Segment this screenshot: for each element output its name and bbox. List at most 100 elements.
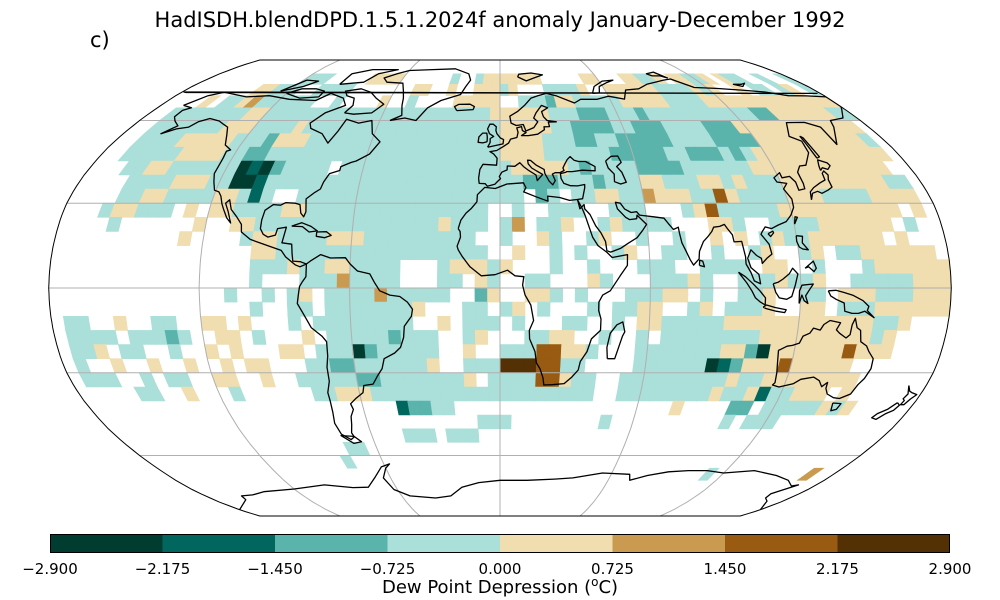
anomaly-cell [512, 301, 526, 317]
anomaly-cell [278, 344, 293, 359]
anomaly-cell [440, 386, 455, 402]
anomaly-cell [144, 386, 166, 402]
colorbar-tick-label: −2.175 [134, 560, 191, 578]
anomaly-cell [662, 287, 676, 303]
anomaly-cell [937, 273, 952, 289]
anomaly-cell [474, 245, 488, 260]
anomaly-cell [745, 330, 761, 345]
anomaly-cell [499, 372, 513, 388]
anomaly-cell [364, 344, 379, 359]
anomaly-cell [836, 400, 859, 416]
anomaly-cell [859, 245, 875, 260]
anomaly-cell [936, 259, 952, 275]
anomaly-cell [489, 107, 501, 121]
anomaly-cell [923, 301, 939, 317]
anomaly-cell [402, 358, 417, 374]
anomaly-cell [337, 316, 352, 331]
anomaly-cell [499, 73, 509, 85]
map-title: HadISDH.blendDPD.1.5.1.2024f anomaly Jan… [154, 8, 846, 32]
anomaly-cell [412, 245, 426, 260]
anomaly-cell [363, 330, 378, 345]
anomaly-cell [386, 273, 401, 289]
anomaly-cell [367, 188, 383, 204]
coastline [291, 222, 318, 233]
coastline [606, 321, 626, 360]
coastline [732, 82, 746, 88]
anomaly-cell [811, 301, 826, 317]
anomaly-cell [287, 316, 302, 331]
anomaly-cell [451, 372, 465, 388]
anomaly-cell [424, 245, 439, 260]
anomaly-cell [426, 358, 441, 374]
anomaly-cell [476, 386, 489, 402]
anomaly-cell [673, 245, 688, 260]
anomaly-cell [536, 330, 550, 345]
anomaly-cell [687, 273, 701, 289]
colorbar-segment [500, 534, 613, 553]
anomaly-cell [443, 146, 457, 162]
anomaly-cell [611, 301, 626, 317]
anomaly-cell [324, 287, 338, 303]
anomaly-cell [487, 372, 501, 388]
anomaly-cell [463, 188, 477, 204]
anomaly-cell [445, 428, 459, 443]
anomaly-cell [707, 217, 722, 232]
anomaly-cell [438, 217, 452, 232]
anomaly-cell [785, 316, 800, 331]
anomaly-cell [290, 344, 306, 359]
anomaly-cell [438, 202, 453, 218]
anomaly-cell [400, 231, 415, 246]
anomaly-cell [393, 174, 408, 190]
anomaly-cell [923, 259, 939, 275]
anomaly-cell [401, 344, 415, 359]
anomaly-cell [499, 414, 512, 430]
anomaly-cell [902, 217, 919, 232]
anomaly-cell [479, 107, 491, 121]
anomaly-cell [661, 259, 676, 275]
anomaly-cell [672, 330, 687, 345]
anomaly-cell [696, 330, 712, 345]
anomaly-cell [176, 231, 193, 246]
anomaly-cell [545, 386, 560, 402]
anomaly-cell [457, 120, 471, 134]
anomaly-cell [418, 160, 433, 176]
anomaly-cell [311, 273, 326, 289]
anomaly-cell [536, 344, 550, 359]
anomaly-cell [488, 414, 501, 430]
anomaly-cell [365, 202, 381, 218]
anomaly-cell [456, 428, 469, 443]
anomaly-cell [374, 259, 389, 275]
anomaly-cell [416, 386, 432, 402]
anomaly-cell [405, 386, 420, 402]
coastline [517, 72, 544, 82]
anomaly-cell [499, 344, 513, 359]
coastline [804, 260, 817, 273]
anomaly-cell [374, 245, 389, 260]
coastline [456, 182, 629, 386]
anomaly-cell [299, 301, 314, 317]
anomaly-cell [574, 316, 588, 331]
coastline [827, 289, 875, 319]
anomaly-cell [377, 202, 393, 218]
anomaly-cell [451, 188, 465, 204]
colorbar-tick-label: 2.900 [928, 560, 972, 578]
anomaly-cell [717, 414, 737, 430]
anomaly-cell [560, 344, 575, 359]
anomaly-cell [415, 188, 430, 204]
anomaly-cell [399, 301, 414, 317]
anomaly-cell [670, 344, 686, 359]
anomaly-cell [250, 245, 265, 260]
anomaly-cell [710, 245, 725, 260]
anomaly-cell [524, 273, 538, 289]
anomaly-cell [441, 160, 456, 176]
anomaly-cell [338, 330, 353, 345]
colorbar-segment [162, 534, 276, 553]
anomaly-cell [425, 217, 440, 232]
colorbar-tick-label: −0.725 [359, 560, 416, 578]
coastline [604, 155, 627, 185]
anomaly-cell [413, 344, 428, 359]
anomaly-cell [511, 188, 525, 204]
colorbar-tick-label: 1.450 [703, 560, 747, 578]
anomaly-cell [624, 287, 639, 303]
coastline [799, 135, 821, 159]
